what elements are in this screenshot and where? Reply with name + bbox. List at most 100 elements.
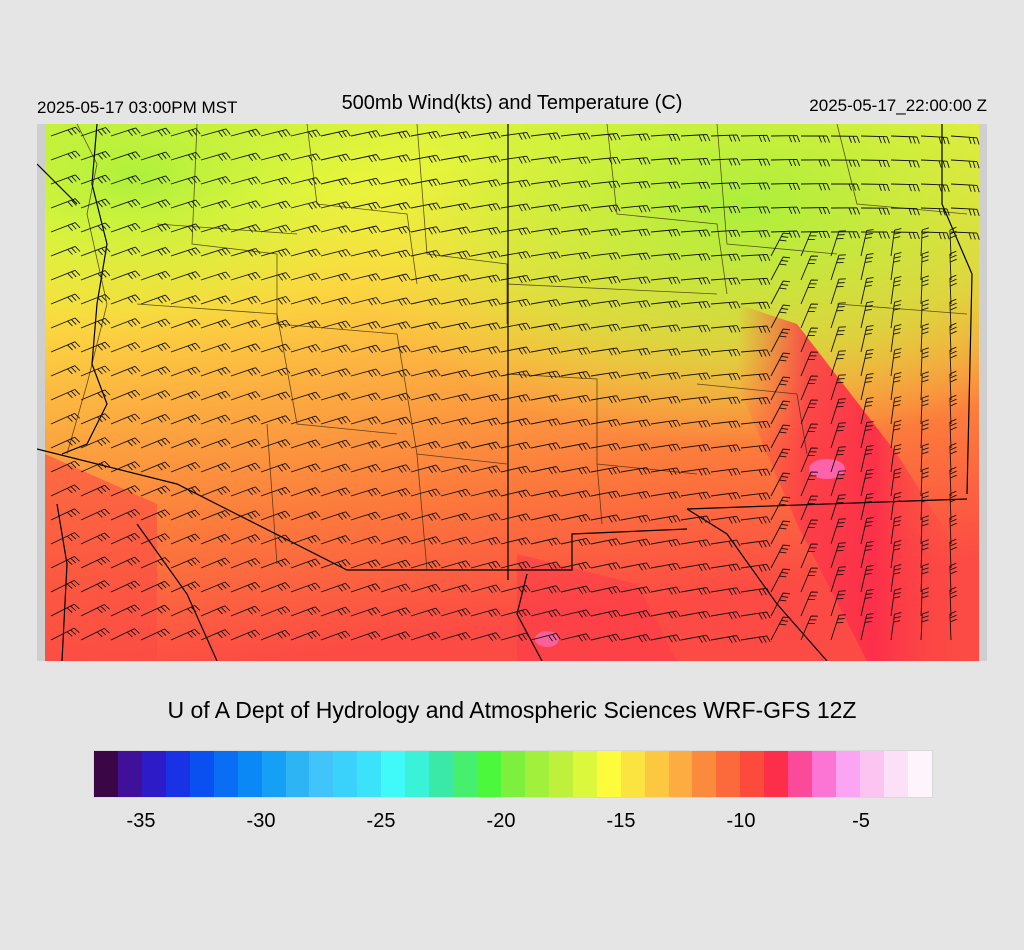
wind-barb bbox=[500, 584, 531, 594]
wind-barb bbox=[590, 490, 621, 499]
wind-barb bbox=[920, 563, 929, 593]
wind-barb bbox=[710, 396, 741, 405]
wind-barb bbox=[200, 390, 231, 401]
wind-barb bbox=[410, 178, 441, 187]
wind-barb bbox=[80, 389, 111, 401]
colorbar-swatch bbox=[141, 751, 166, 797]
colorbar-tick-label: -25 bbox=[366, 810, 396, 832]
wind-barb bbox=[770, 400, 791, 425]
wind-barb bbox=[50, 222, 81, 233]
wind-barb bbox=[170, 509, 201, 521]
wind-barb bbox=[500, 465, 531, 475]
wind-barb bbox=[80, 174, 111, 185]
wind-barb bbox=[920, 183, 950, 192]
wind-barb bbox=[740, 444, 771, 453]
wind-barb bbox=[80, 341, 111, 353]
wind-barb bbox=[350, 130, 381, 139]
wind-barb bbox=[290, 558, 321, 569]
wind-barb bbox=[830, 230, 846, 257]
wind-barb bbox=[170, 366, 201, 377]
wind-barb bbox=[500, 298, 531, 307]
wind-barb bbox=[710, 325, 741, 333]
wind-barb bbox=[800, 255, 819, 281]
wind-barb bbox=[350, 535, 381, 545]
wind-barb bbox=[260, 272, 291, 281]
wind-barb bbox=[350, 392, 381, 401]
wind-barb bbox=[140, 270, 171, 281]
wind-barb bbox=[620, 395, 651, 404]
wind-barb bbox=[80, 413, 111, 425]
utc-time-label: 2025-05-17_22:00:00 Z bbox=[809, 96, 987, 115]
wind-barb bbox=[110, 604, 140, 617]
wind-barb bbox=[350, 487, 381, 497]
wind-barb bbox=[110, 270, 141, 281]
wind-barb bbox=[949, 418, 957, 449]
wind-barb bbox=[260, 606, 291, 617]
wind-barb bbox=[830, 398, 846, 425]
wind-barb bbox=[560, 251, 591, 260]
wind-barb bbox=[800, 495, 819, 521]
wind-barb bbox=[620, 467, 651, 476]
wind-barb bbox=[290, 296, 321, 305]
wind-barb bbox=[260, 319, 291, 329]
wind-barb bbox=[230, 343, 261, 353]
wind-barb bbox=[380, 440, 411, 449]
colorbar-swatch bbox=[429, 751, 454, 797]
wind-barb bbox=[500, 537, 531, 546]
wind-barb bbox=[590, 299, 621, 308]
wind-barb bbox=[200, 605, 231, 617]
wind-barb bbox=[410, 536, 441, 545]
wind-barb bbox=[710, 611, 741, 620]
wind-barb bbox=[890, 207, 920, 216]
wind-barb bbox=[500, 370, 531, 379]
wind-barb bbox=[410, 273, 441, 283]
wind-barb bbox=[650, 634, 681, 643]
wind-barb bbox=[770, 182, 801, 191]
wind-barb bbox=[440, 560, 471, 569]
wind-barb bbox=[80, 294, 111, 305]
wind-barb bbox=[650, 538, 681, 548]
wind-barbs bbox=[50, 126, 980, 644]
wind-barb bbox=[620, 538, 651, 547]
wind-barb bbox=[440, 274, 471, 283]
wind-barb bbox=[350, 416, 381, 425]
wind-barb bbox=[920, 135, 950, 145]
wind-barb bbox=[380, 249, 411, 259]
wind-barb bbox=[320, 153, 351, 162]
wind-barb bbox=[380, 202, 411, 211]
wind-barb bbox=[290, 344, 321, 353]
colorbar-swatch bbox=[907, 751, 932, 797]
wind-barb bbox=[50, 460, 80, 473]
wind-barb bbox=[530, 203, 561, 212]
colorbar-swatch bbox=[620, 751, 645, 797]
county-boundaries bbox=[66, 124, 968, 571]
colorbar-swatch bbox=[333, 751, 358, 797]
wind-barb bbox=[200, 557, 231, 569]
wind-barb bbox=[620, 514, 651, 523]
wind-barb bbox=[590, 323, 621, 332]
wind-barb bbox=[620, 204, 651, 213]
wind-barb bbox=[440, 417, 471, 426]
wind-barb bbox=[170, 414, 201, 425]
wind-barb bbox=[140, 628, 171, 641]
wind-barb bbox=[320, 511, 351, 521]
wind-barb bbox=[740, 349, 771, 357]
wind-barb bbox=[290, 534, 321, 545]
wind-barb bbox=[530, 275, 561, 284]
wind-barb bbox=[710, 420, 741, 429]
wind-barb bbox=[110, 556, 140, 569]
wind-barb bbox=[560, 490, 591, 499]
wind-barb bbox=[500, 608, 531, 618]
wind-barb bbox=[110, 580, 141, 593]
wind-barb bbox=[650, 562, 681, 571]
wind-barb bbox=[920, 395, 929, 425]
wind-barb bbox=[380, 321, 411, 330]
wind-barb bbox=[800, 375, 819, 401]
wind-barb bbox=[350, 583, 381, 593]
wind-barb bbox=[230, 319, 261, 329]
wind-barb bbox=[410, 488, 441, 497]
warm-spot bbox=[809, 459, 845, 479]
wind-barb bbox=[949, 490, 957, 521]
wind-barb bbox=[860, 159, 890, 168]
wind-barb bbox=[530, 299, 561, 308]
